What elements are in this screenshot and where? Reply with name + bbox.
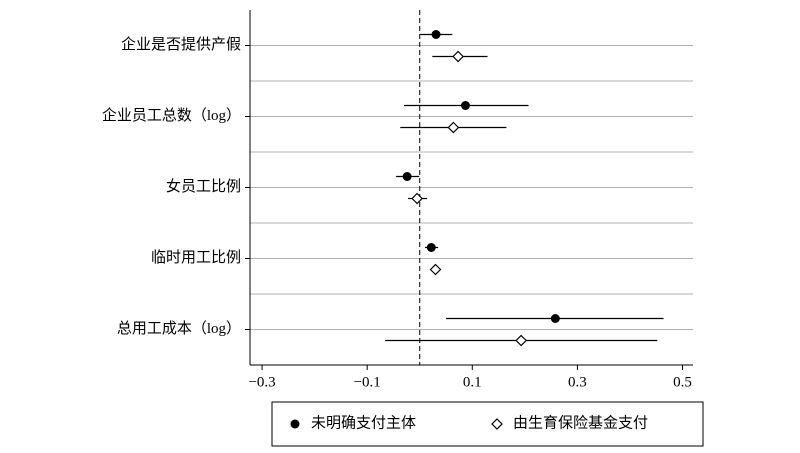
point-estimate bbox=[411, 192, 423, 205]
x-tick-label: 0.1 bbox=[463, 374, 482, 390]
y-tick-label: 女员工比例 bbox=[166, 177, 241, 195]
x-tick-label: 0.5 bbox=[673, 374, 692, 390]
y-tick-label: 临时用工比例 bbox=[151, 249, 241, 266]
x-tick-label: 0.3 bbox=[568, 374, 587, 390]
legend-box bbox=[271, 401, 704, 447]
legend-label: 由生育保险基金支付 bbox=[513, 414, 648, 431]
point-estimate bbox=[431, 30, 441, 39]
point-estimate bbox=[460, 101, 470, 110]
x-tick-label: −0.1 bbox=[354, 374, 381, 390]
point-estimate bbox=[452, 50, 464, 63]
legend-marker bbox=[491, 418, 503, 430]
point-estimate bbox=[402, 172, 412, 181]
point-estimate bbox=[447, 121, 460, 134]
point-estimate bbox=[426, 243, 436, 252]
point-estimate bbox=[550, 314, 560, 323]
x-tick-label: −0.3 bbox=[248, 374, 275, 390]
point-estimate bbox=[429, 263, 442, 276]
y-tick-label: 总用工成本（log） bbox=[117, 320, 241, 337]
legend-label: 未明确支付主体 bbox=[311, 414, 416, 431]
point-estimate bbox=[515, 334, 528, 347]
y-tick-label: 企业员工总数（log） bbox=[102, 106, 241, 124]
y-tick-label: 企业是否提供产假 bbox=[121, 35, 241, 53]
legend-marker bbox=[290, 419, 300, 429]
